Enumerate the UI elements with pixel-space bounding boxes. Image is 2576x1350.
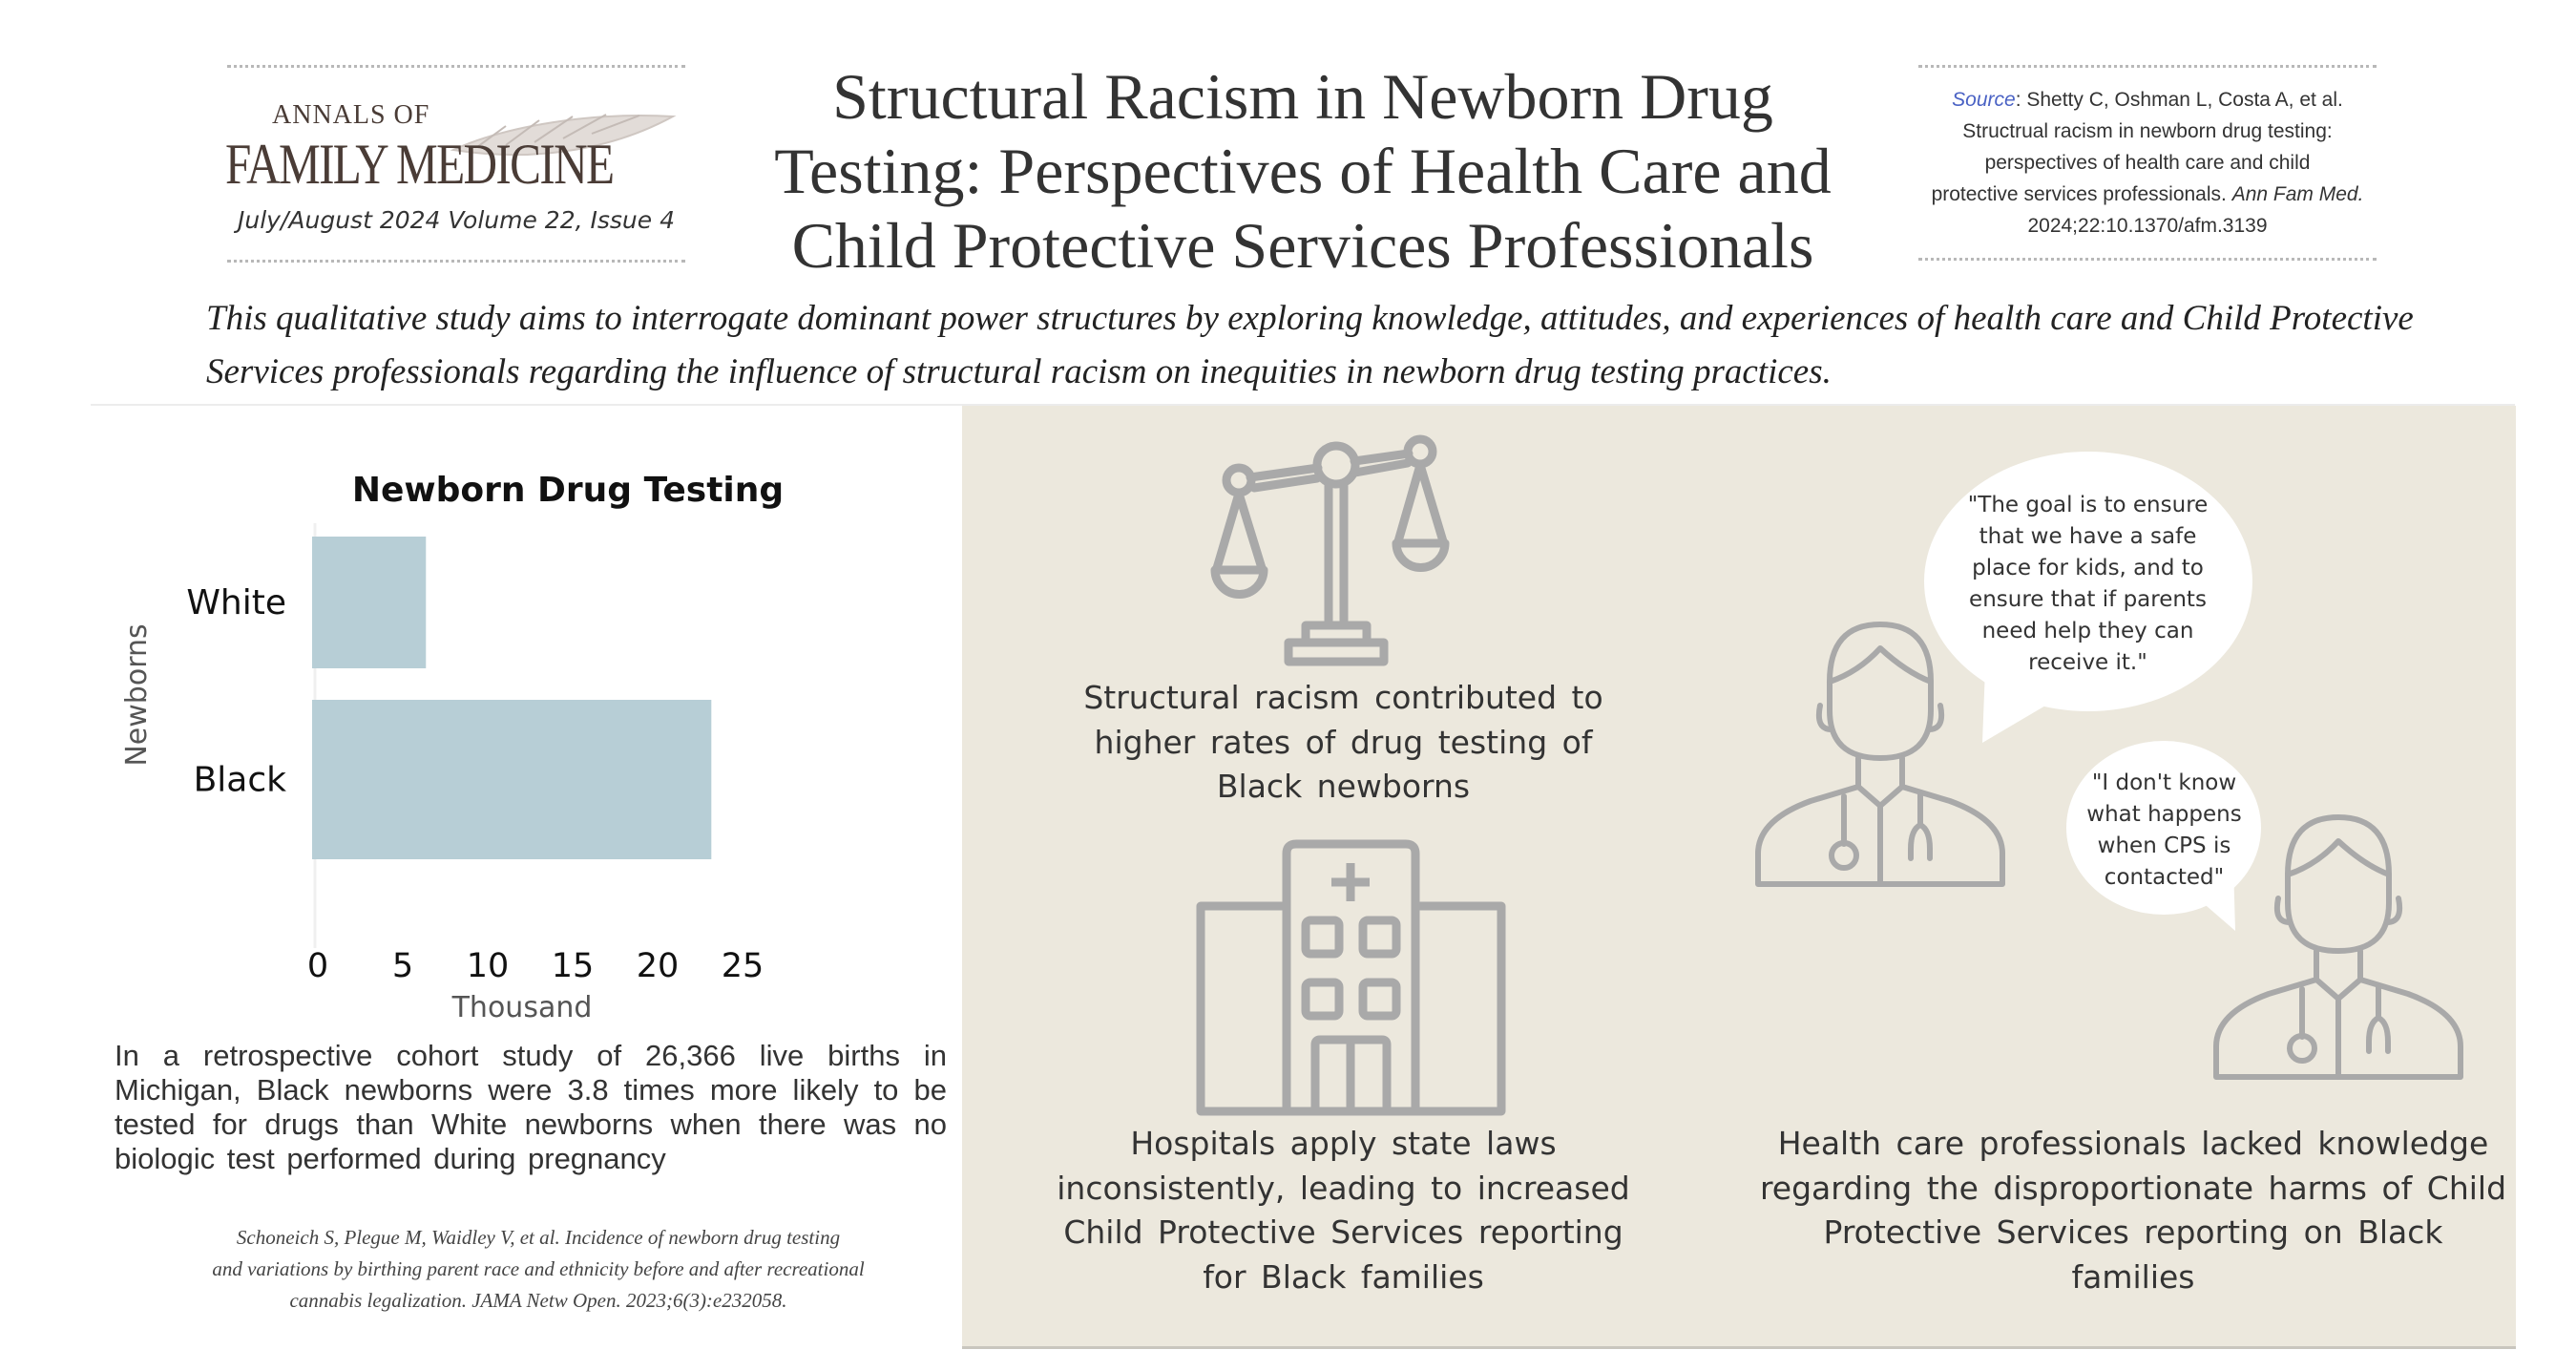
category-label: White — [186, 583, 286, 622]
x-axis-label: Thousand — [451, 991, 593, 1024]
page-title: Structural Racism in Newborn Drug Testin… — [687, 59, 1918, 283]
reference-citation: Schoneich S, Plegue M, Waidley V, et al.… — [157, 1222, 920, 1317]
source-text: protective services professionals. — [1931, 183, 2232, 205]
source-text: : Shetty C, Oshman L, Costa A, et al. — [2015, 89, 2343, 111]
citation-line: Schoneich S, Plegue M, Waidley V, et al.… — [236, 1226, 841, 1249]
category-label: Black — [194, 761, 287, 800]
divider — [227, 260, 685, 263]
divider — [227, 65, 685, 68]
quote-safe-place: "The goal is to ensure that we have a sa… — [1967, 493, 2209, 675]
x-tick-label: 5 — [392, 947, 413, 985]
finding-knowledge-gap: Health care professionals lacked knowled… — [1759, 1125, 2507, 1296]
x-tick-label: 20 — [637, 947, 680, 985]
study-finding-paragraph: In a retrospective cohort study of 26,36… — [115, 1039, 947, 1175]
divider — [1918, 65, 2377, 68]
bar-chart: Newborn Drug Testing White Black 0 5 10 15 20 25… — [120, 471, 784, 1024]
hospital-icon — [1196, 839, 1506, 1116]
finding-hospitals: Hospitals apply state laws inconsistentl… — [1057, 1125, 1630, 1296]
title-line: Child Protective Services Professionals — [791, 209, 1814, 282]
y-axis-label: Newborns — [120, 623, 154, 766]
source-label: Source — [1952, 89, 2016, 111]
logo-line1: Annals of — [272, 100, 430, 130]
journal-name: Ann Fam Med. — [2231, 183, 2364, 205]
bar-black — [312, 700, 712, 859]
source-text: perspectives of health care and child — [1984, 152, 2311, 174]
leaf-logo-icon — [450, 114, 677, 157]
doctor-icon — [2213, 814, 2463, 1080]
title-line: Structural Racism in Newborn Drug — [832, 60, 1773, 133]
source-doi: 2024;22:10.1370/afm.3139 — [2027, 215, 2268, 237]
x-tick-label: 25 — [722, 947, 764, 985]
chart-title: Newborn Drug Testing — [352, 471, 784, 510]
doctor-icon — [1755, 622, 2005, 887]
bar-white — [312, 537, 427, 668]
quote-cps-unknown: "I don't know what happens when CPS is c… — [2086, 770, 2242, 890]
citation-line: and variations by birthing parent race a… — [212, 1257, 865, 1280]
study-aim: This qualitative study aims to interroga… — [206, 299, 2414, 391]
title-line: Testing: Perspectives of Health Care and — [774, 135, 1832, 207]
divider — [1918, 258, 2377, 261]
divider — [91, 404, 2515, 406]
citation-line: cannabis legalization. JAMA Netw Open. 2… — [289, 1289, 787, 1312]
source-text: Structrual racism in newborn drug testin… — [1962, 120, 2333, 142]
x-tick-label: 0 — [307, 947, 328, 985]
x-tick-label: 10 — [467, 947, 510, 985]
source-citation: Source: Shetty C, Oshman L, Costa A, et … — [1899, 84, 2396, 242]
issue-info: July/August 2024 Volume 22, Issue 4 — [238, 206, 675, 234]
logo-line2: Family Medicine — [225, 133, 615, 196]
scales-of-justice-icon — [1210, 434, 1450, 666]
x-tick-label: 15 — [552, 947, 595, 985]
finding-structural-racism: Structural racism contributed to higher … — [1083, 679, 1603, 805]
